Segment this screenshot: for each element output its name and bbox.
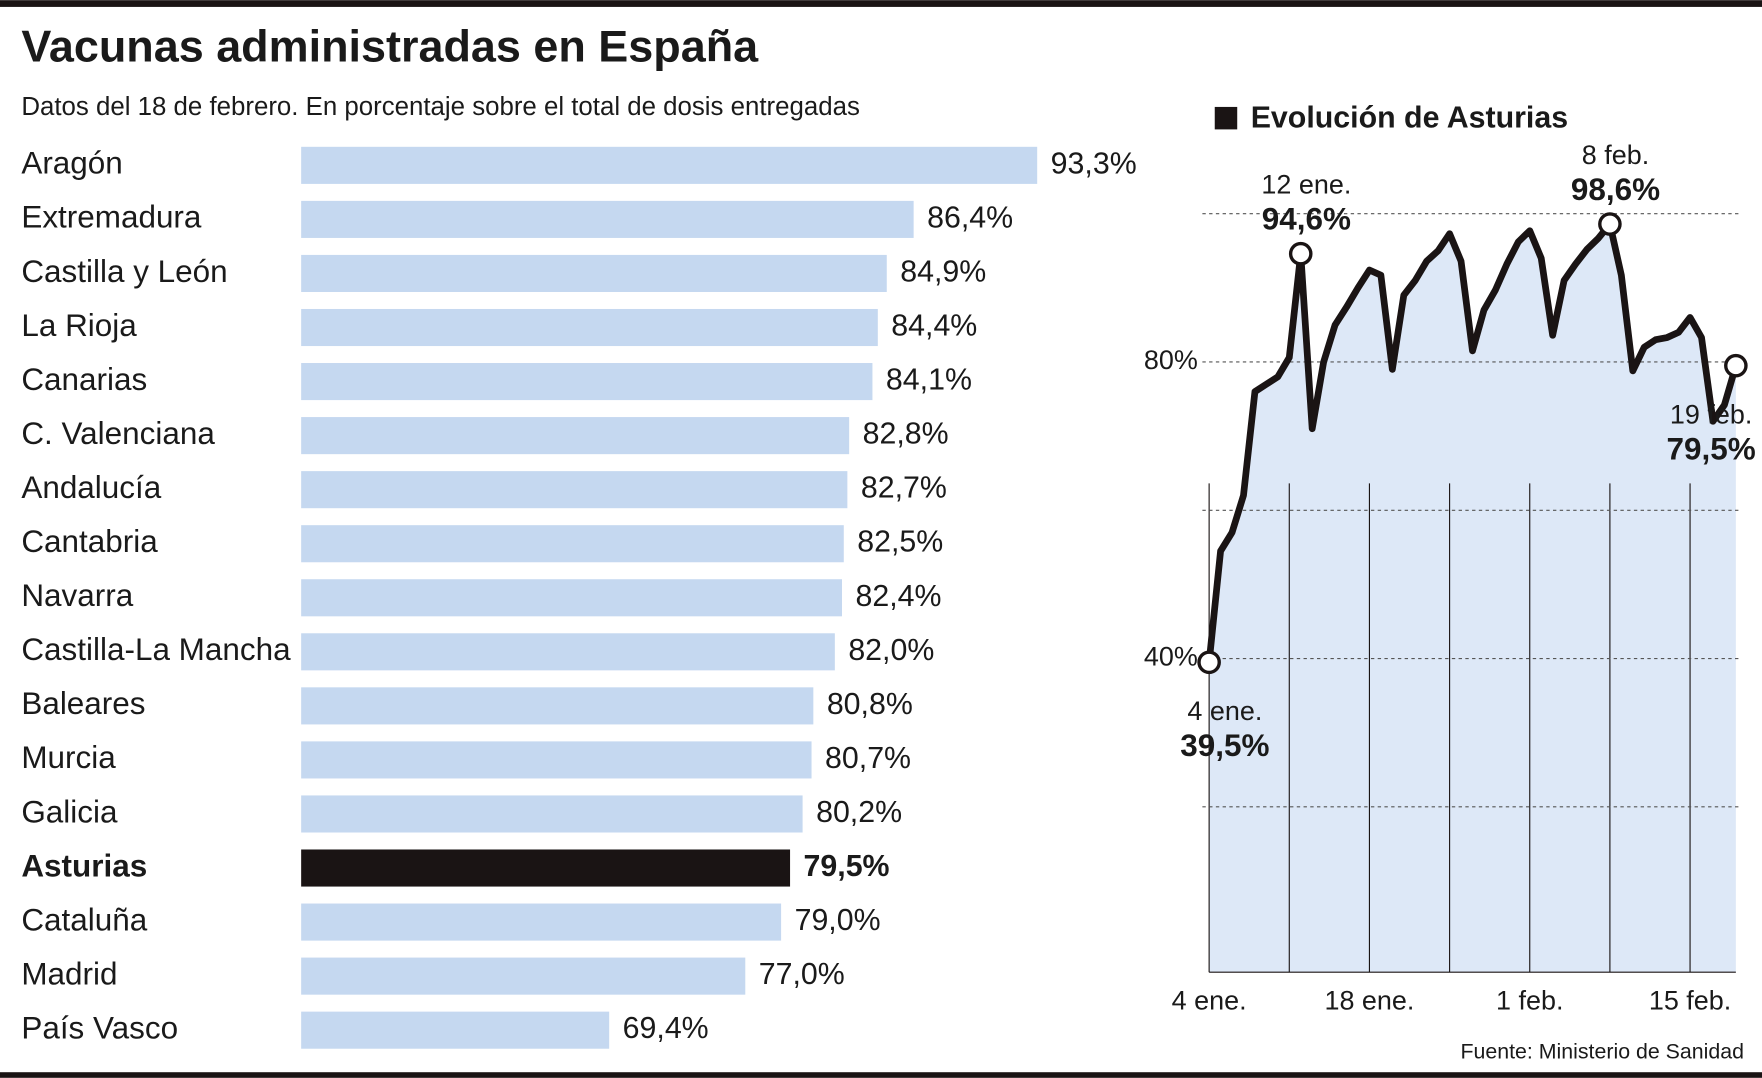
category-label: País Vasco: [21, 1010, 178, 1045]
value-label: 79,5%: [804, 850, 890, 883]
value-label: 82,8%: [863, 418, 949, 451]
point-marker: [1288, 241, 1313, 266]
x-tick-label: 18 ene.: [1324, 986, 1414, 1016]
bar: [301, 471, 848, 509]
bar: [301, 579, 842, 617]
point-marker: [1598, 212, 1622, 236]
value-label: 82,7%: [861, 472, 947, 505]
category-label: Castilla-La Mancha: [21, 632, 291, 667]
line-title: Evolución de Asturias: [1251, 101, 1568, 134]
value-label: 84,4%: [891, 310, 977, 343]
category-label: Castilla y León: [21, 254, 227, 289]
bar: [301, 687, 814, 725]
point-date: 4 ene.: [1187, 696, 1262, 726]
bar: [301, 417, 850, 455]
category-label: La Rioja: [21, 308, 137, 343]
value-label: 80,2%: [816, 796, 902, 829]
value-label: 69,4%: [623, 1012, 709, 1045]
subtitle: Datos del 18 de febrero. En porcentaje s…: [21, 93, 860, 121]
area: [1209, 224, 1736, 973]
legend-square: [1214, 106, 1238, 130]
bar: [301, 200, 914, 238]
bar: [301, 146, 1038, 184]
point-marker: [1724, 353, 1748, 378]
category-label: C. Valenciana: [21, 416, 215, 451]
value-label: 86,4%: [927, 201, 1013, 234]
bar: [301, 849, 791, 887]
bar: [301, 254, 887, 293]
value-label: 93,3%: [1051, 147, 1137, 180]
category-label: Madrid: [21, 956, 117, 991]
point-marker: [1197, 650, 1221, 675]
bar: [301, 741, 812, 779]
category-label: Extremadura: [21, 200, 202, 235]
x-tick-label: 4 ene.: [1172, 986, 1247, 1016]
top-rule: [0, 0, 1762, 7]
category-label: Baleares: [21, 686, 145, 721]
category-label: Murcia: [21, 740, 116, 775]
bar: [301, 957, 746, 995]
category-label: Cantabria: [21, 524, 158, 559]
point-value: 98,6%: [1571, 172, 1660, 207]
y-tick-label: 80%: [1144, 345, 1198, 375]
point-date: 8 feb.: [1582, 140, 1649, 170]
bar: [301, 363, 873, 401]
bar: [301, 633, 835, 671]
point-date: 19 feb.: [1670, 399, 1752, 429]
bar: [301, 525, 844, 563]
bar: [301, 1011, 610, 1049]
category-label: Cataluña: [21, 902, 147, 937]
value-label: 82,0%: [848, 634, 934, 667]
source: Fuente: Ministerio de Sanidad: [1460, 1040, 1744, 1064]
value-label: 80,7%: [825, 742, 911, 775]
x-tick-label: 1 feb.: [1496, 986, 1563, 1016]
category-label: Asturias: [21, 848, 147, 883]
value-label: 84,1%: [886, 364, 972, 397]
value-label: 84,9%: [900, 255, 986, 288]
value-label: 82,4%: [855, 580, 941, 613]
point-value: 79,5%: [1667, 431, 1756, 466]
bottom-rule: [0, 1072, 1762, 1078]
category-label: Aragón: [21, 146, 122, 181]
point-value: 94,6%: [1262, 201, 1351, 236]
value-label: 77,0%: [759, 958, 845, 991]
bar: [301, 903, 782, 941]
value-label: 82,5%: [857, 526, 943, 559]
point-value: 39,5%: [1180, 728, 1269, 763]
category-label: Navarra: [21, 578, 133, 613]
bar: [301, 308, 878, 347]
line: [1205, 220, 1740, 663]
category-label: Andalucía: [21, 470, 161, 505]
value-label: 79,0%: [795, 904, 881, 937]
point-date: 12 ene.: [1261, 169, 1351, 199]
y-tick-label: 40%: [1144, 642, 1198, 672]
category-label: Canarias: [21, 362, 147, 397]
value-label: 80,8%: [827, 688, 913, 721]
title: Vacunas administradas en España: [21, 20, 759, 71]
bar: [301, 795, 803, 833]
x-tick-label: 15 feb.: [1649, 986, 1731, 1016]
category-label: Galicia: [21, 794, 118, 829]
